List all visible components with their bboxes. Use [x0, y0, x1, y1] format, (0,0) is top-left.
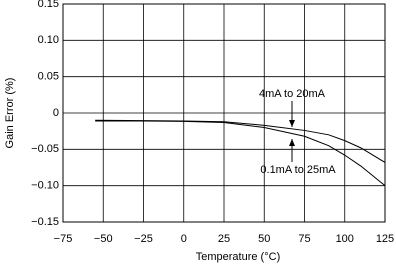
y-tick-label: 0.05 — [38, 71, 59, 83]
x-tick-label: −75 — [54, 233, 73, 245]
data-line — [95, 119, 386, 163]
plot-frame — [62, 3, 386, 223]
y-tick-label: 0.10 — [38, 34, 59, 46]
arrow-head — [289, 139, 295, 146]
x-axis-label: Temperature (°C) — [196, 251, 280, 263]
x-tick-label: 75 — [298, 233, 310, 245]
arrow-head — [289, 120, 295, 127]
data-line — [95, 120, 386, 187]
y-tick-label: −0.15 — [31, 216, 59, 228]
series-annotation: 4mA to 20mA — [259, 88, 326, 100]
x-tick-label: 0 — [181, 233, 187, 245]
x-tick-label: 50 — [258, 233, 270, 245]
y-tick-label: −0.10 — [31, 180, 59, 192]
x-tick-label: 25 — [218, 233, 230, 245]
y-tick-label: 0.15 — [38, 0, 59, 10]
y-tick-label: 0 — [53, 107, 59, 119]
x-tick-label: 100 — [336, 233, 354, 245]
x-tick-label: −50 — [94, 233, 113, 245]
y-axis-label: Gain Error (%) — [4, 78, 16, 149]
series-annotation: 0.1mA to 25mA — [260, 164, 336, 176]
y-tick-label: −0.05 — [31, 143, 59, 155]
x-tick-label: 125 — [376, 233, 394, 245]
x-tick-label: −25 — [134, 233, 153, 245]
